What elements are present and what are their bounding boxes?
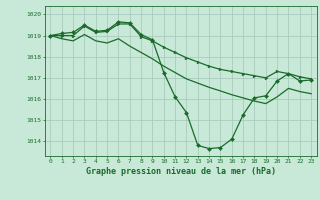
X-axis label: Graphe pression niveau de la mer (hPa): Graphe pression niveau de la mer (hPa): [86, 167, 276, 176]
